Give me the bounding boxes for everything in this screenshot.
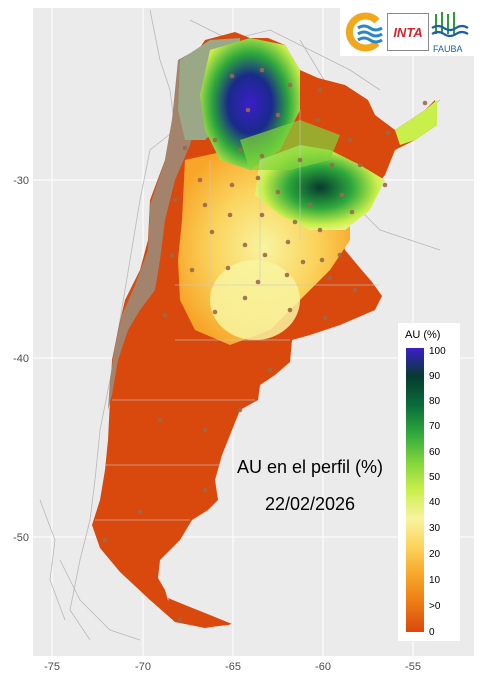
tierra-del-fuego: [168, 598, 232, 628]
x-tick-label: -55: [405, 661, 421, 673]
legend-label: 10: [429, 575, 441, 586]
legend-label: 60: [429, 447, 441, 458]
y-tick-label: -30: [13, 175, 29, 187]
legend-label: >0: [429, 601, 441, 612]
y-tick-label: -50: [13, 532, 29, 544]
chaco-green: [240, 120, 340, 170]
logos-bar: INTA FAUBA: [340, 8, 474, 56]
x-tick-label: -75: [44, 661, 60, 673]
inta-logo-text: INTA: [393, 24, 423, 40]
legend-label: 90: [429, 371, 441, 382]
legend-label: 80: [429, 396, 441, 407]
x-axis: -75 -70 -65 -60 -55: [44, 661, 421, 673]
legend-label: 70: [429, 421, 441, 432]
fauba-logo-text: FAUBA: [433, 44, 463, 54]
inta-logo: INTA: [387, 13, 429, 51]
x-tick-label: -70: [135, 661, 151, 673]
weather-stations: [102, 67, 428, 623]
c-logo-icon: [345, 12, 383, 52]
province-borders: [95, 110, 380, 521]
legend-label: 30: [429, 523, 441, 534]
legend-label: 100: [429, 346, 446, 357]
x-tick-label: -65: [225, 661, 241, 673]
x-tick-label: -60: [315, 661, 331, 673]
fauba-waves-icon: [431, 12, 469, 38]
fauba-logo: FAUBA: [430, 10, 470, 54]
legend-label: 40: [429, 497, 441, 508]
map-title: AU en el perfil (%): [237, 457, 383, 477]
legend: AU (%) 100 90 80 70 60 50 40 30 20 10 >0…: [398, 323, 460, 641]
y-tick-label: -40: [13, 353, 29, 365]
y-axis: -30 -40 -50: [13, 175, 29, 544]
misiones-zone: [395, 100, 437, 145]
legend-colorbar: [406, 348, 424, 632]
legend-label: 0: [429, 627, 435, 638]
legend-title: AU (%): [405, 329, 440, 341]
map-date: 22/02/2026: [265, 494, 355, 514]
legend-label: 50: [429, 472, 441, 483]
pampas-hotspot: [210, 260, 300, 340]
legend-label: 20: [429, 549, 441, 560]
